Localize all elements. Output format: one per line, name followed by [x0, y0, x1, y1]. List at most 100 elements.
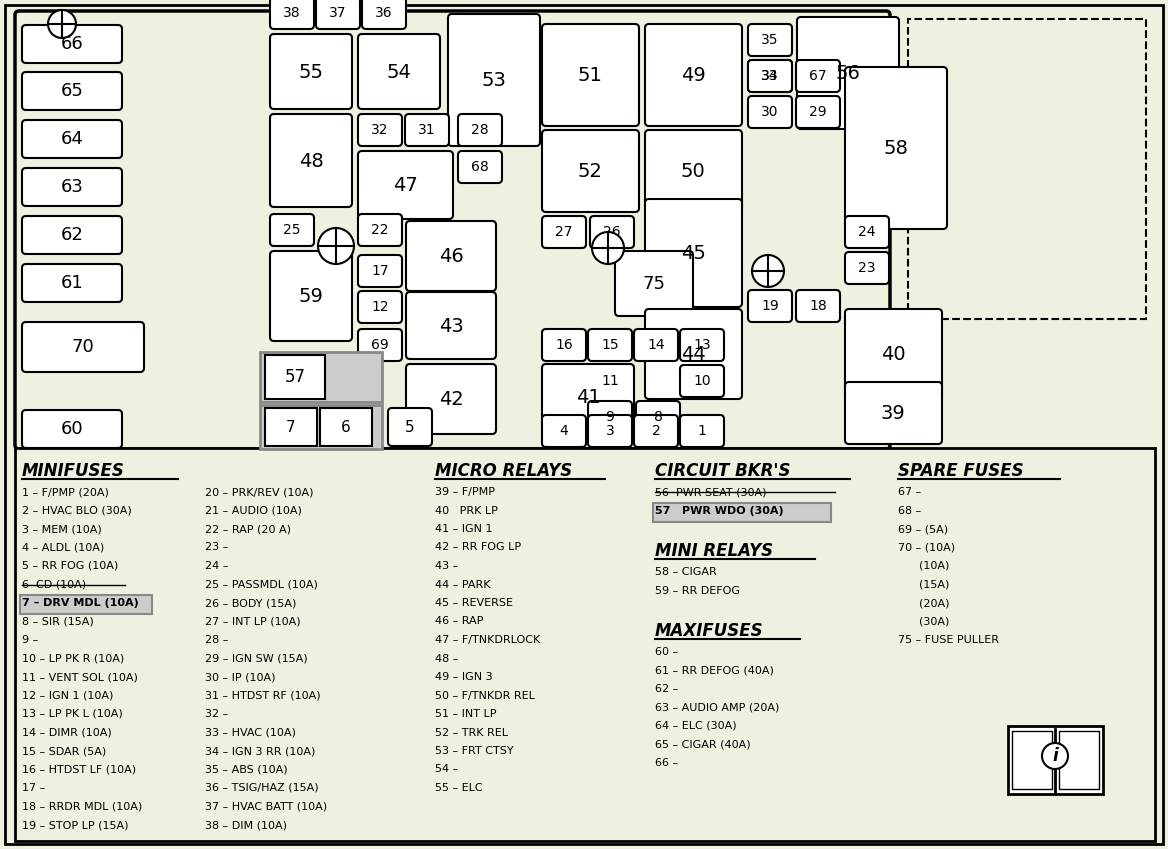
FancyBboxPatch shape	[359, 34, 440, 109]
Text: 10 – LP PK R (10A): 10 – LP PK R (10A)	[22, 654, 124, 664]
Text: 27: 27	[555, 225, 572, 239]
Text: 55 – ELC: 55 – ELC	[434, 783, 482, 793]
FancyBboxPatch shape	[359, 255, 402, 287]
FancyBboxPatch shape	[588, 329, 632, 361]
Text: 46: 46	[439, 246, 464, 266]
Text: 65: 65	[61, 82, 83, 100]
FancyBboxPatch shape	[458, 151, 502, 183]
Text: 59 – RR DEFOG: 59 – RR DEFOG	[655, 586, 741, 595]
Text: 29: 29	[809, 105, 827, 119]
Text: 24: 24	[858, 225, 876, 239]
Text: 9 –: 9 –	[22, 635, 39, 645]
Text: 14 – DIMR (10A): 14 – DIMR (10A)	[22, 728, 112, 738]
Circle shape	[318, 228, 354, 264]
Text: 4 – ALDL (10A): 4 – ALDL (10A)	[22, 543, 104, 553]
Text: 48 –: 48 –	[434, 654, 458, 664]
FancyBboxPatch shape	[22, 216, 121, 254]
Text: 1 – F/PMP (20A): 1 – F/PMP (20A)	[22, 487, 109, 497]
Text: 60 –: 60 –	[655, 647, 679, 657]
FancyBboxPatch shape	[680, 365, 724, 397]
FancyBboxPatch shape	[359, 114, 402, 146]
Text: 23: 23	[858, 261, 876, 275]
Text: 56: 56	[835, 64, 861, 82]
FancyBboxPatch shape	[748, 290, 792, 322]
FancyBboxPatch shape	[645, 24, 742, 126]
FancyBboxPatch shape	[270, 251, 352, 341]
Text: 43: 43	[439, 317, 464, 335]
FancyBboxPatch shape	[748, 60, 792, 92]
Text: 70: 70	[71, 338, 95, 356]
Text: 68 –: 68 –	[898, 505, 922, 515]
Text: 35 – ABS (10A): 35 – ABS (10A)	[206, 764, 287, 774]
Text: 23 –: 23 –	[206, 543, 228, 553]
Text: 4: 4	[559, 424, 569, 438]
Bar	[908, 19, 1146, 319]
Bar	[15, 448, 1155, 841]
Text: 65 – CIGAR (40A): 65 – CIGAR (40A)	[655, 739, 751, 750]
FancyBboxPatch shape	[359, 214, 402, 246]
Bar	[265, 355, 325, 399]
Text: 19: 19	[762, 299, 779, 313]
Text: 6: 6	[341, 419, 350, 435]
Text: 2 – HVAC BLO (30A): 2 – HVAC BLO (30A)	[22, 505, 132, 515]
Text: 60: 60	[61, 420, 83, 438]
Text: 3: 3	[606, 424, 614, 438]
FancyBboxPatch shape	[542, 329, 586, 361]
Text: 54 –: 54 –	[434, 764, 458, 774]
FancyBboxPatch shape	[588, 415, 632, 447]
Text: 61: 61	[61, 274, 83, 292]
Bar	[1008, 726, 1103, 794]
Text: 7: 7	[286, 419, 296, 435]
Text: 20 – PRK/REV (10A): 20 – PRK/REV (10A)	[206, 487, 313, 497]
FancyBboxPatch shape	[844, 309, 943, 399]
Text: 51 – INT LP: 51 – INT LP	[434, 709, 496, 719]
Text: 42: 42	[439, 390, 464, 408]
Text: 43 –: 43 –	[434, 561, 458, 571]
Text: 41: 41	[576, 387, 600, 407]
Text: 55: 55	[299, 63, 324, 82]
Text: 7 – DRV MDL (10A): 7 – DRV MDL (10A)	[22, 598, 139, 608]
FancyBboxPatch shape	[797, 60, 840, 92]
Text: 61 – RR DEFOG (40A): 61 – RR DEFOG (40A)	[655, 666, 774, 676]
Text: 50: 50	[681, 161, 705, 181]
Text: 44: 44	[681, 345, 705, 363]
Bar	[320, 408, 371, 446]
Text: i: i	[1052, 747, 1058, 765]
Text: 3 – MEM (10A): 3 – MEM (10A)	[22, 524, 102, 534]
Text: 36 – TSIG/HAZ (15A): 36 – TSIG/HAZ (15A)	[206, 783, 319, 793]
FancyBboxPatch shape	[449, 14, 540, 146]
Text: MAXIFUSES: MAXIFUSES	[655, 622, 764, 640]
Text: 9: 9	[605, 410, 614, 424]
FancyBboxPatch shape	[748, 96, 792, 128]
FancyBboxPatch shape	[634, 329, 677, 361]
Text: 28: 28	[471, 123, 489, 137]
Text: 19 – STOP LP (15A): 19 – STOP LP (15A)	[22, 820, 128, 830]
FancyBboxPatch shape	[616, 251, 693, 316]
Text: 51: 51	[577, 65, 603, 85]
FancyBboxPatch shape	[270, 34, 352, 109]
Text: 62 –: 62 –	[655, 684, 679, 694]
Text: 6  CD (10A): 6 CD (10A)	[22, 580, 86, 589]
Text: (30A): (30A)	[898, 616, 950, 627]
Text: 53 – FRT CTSY: 53 – FRT CTSY	[434, 746, 514, 756]
Text: 49 – IGN 3: 49 – IGN 3	[434, 672, 493, 682]
Text: 58: 58	[883, 138, 909, 158]
Text: 2: 2	[652, 424, 660, 438]
FancyBboxPatch shape	[15, 11, 890, 449]
FancyBboxPatch shape	[844, 216, 889, 248]
Text: 57   PWR WDO (30A): 57 PWR WDO (30A)	[655, 505, 784, 515]
Text: 66 –: 66 –	[655, 758, 679, 768]
Text: 18: 18	[809, 299, 827, 313]
FancyBboxPatch shape	[22, 168, 121, 206]
FancyBboxPatch shape	[270, 114, 352, 207]
FancyBboxPatch shape	[748, 24, 792, 56]
Text: 69: 69	[371, 338, 389, 352]
Text: 28 –: 28 –	[206, 635, 229, 645]
FancyBboxPatch shape	[588, 401, 632, 433]
FancyBboxPatch shape	[406, 364, 496, 434]
Text: 58 – CIGAR: 58 – CIGAR	[655, 567, 717, 577]
Text: 45: 45	[681, 244, 705, 262]
Text: 8 – SIR (15A): 8 – SIR (15A)	[22, 616, 93, 627]
Text: CIRCUIT BKR'S: CIRCUIT BKR'S	[655, 462, 791, 480]
Text: 59: 59	[299, 286, 324, 306]
